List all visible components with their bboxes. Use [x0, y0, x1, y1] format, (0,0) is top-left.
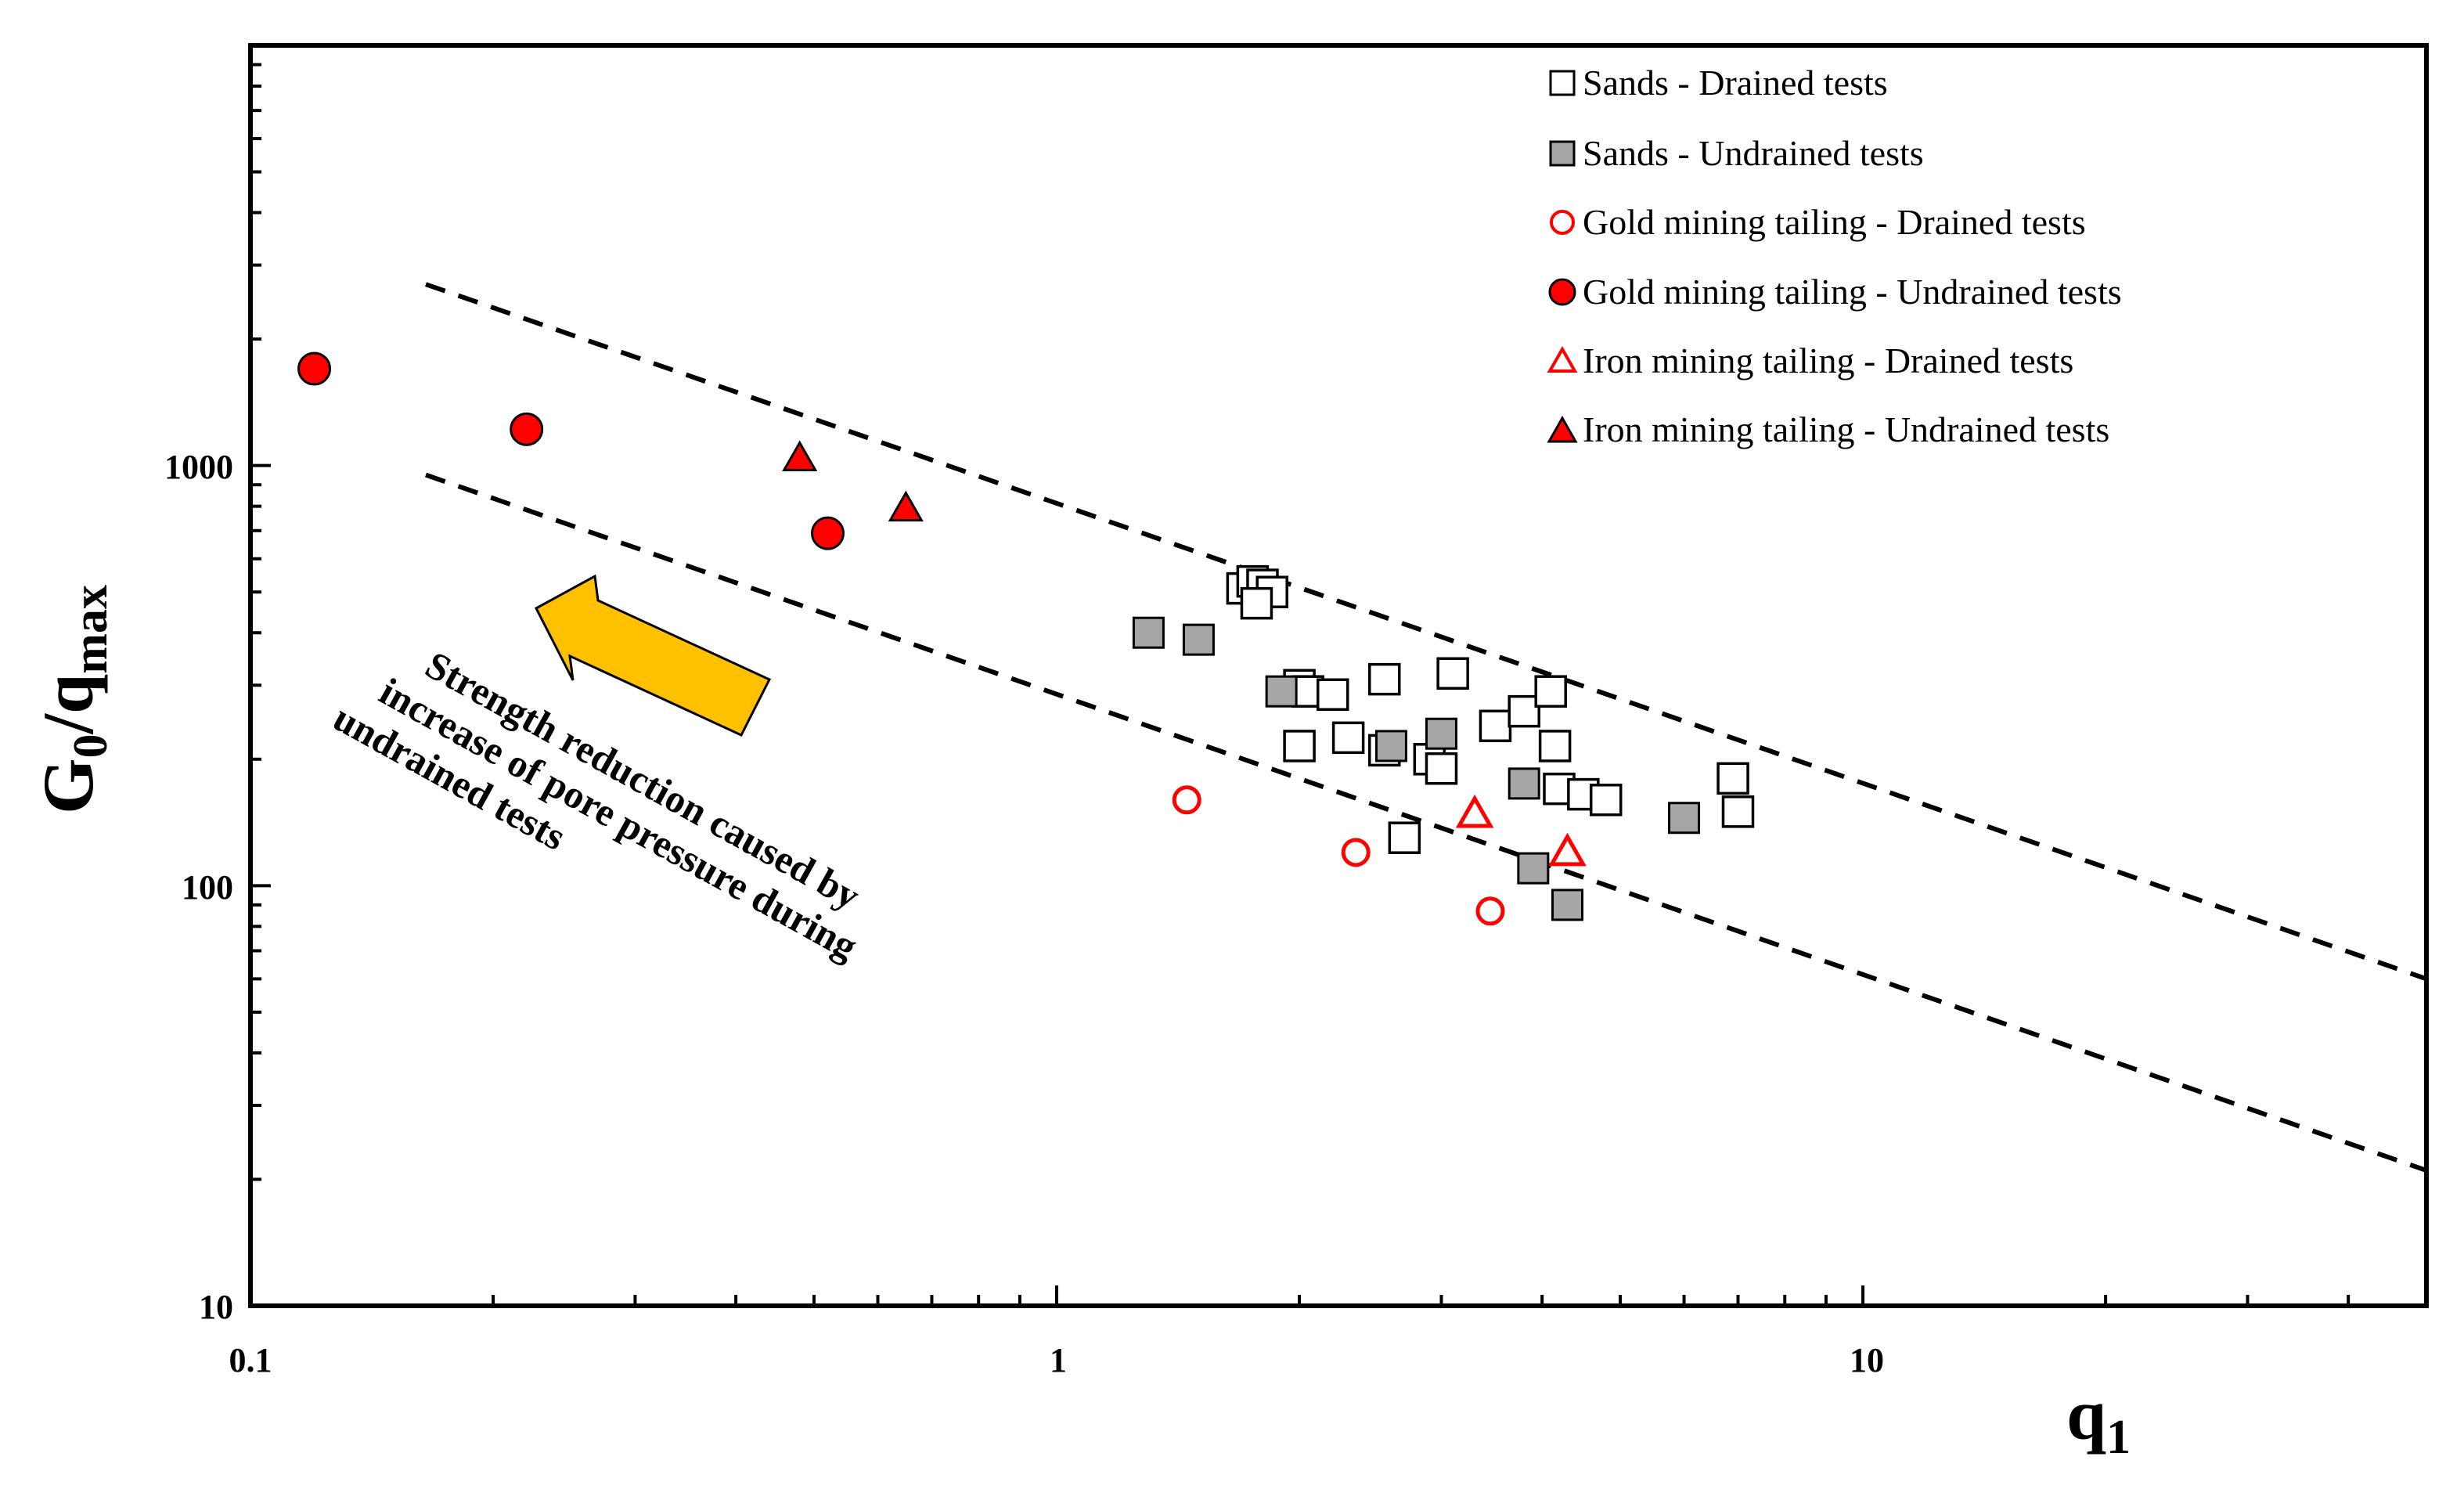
open-square-point: [1316, 678, 1349, 711]
open-square-point: [1240, 586, 1273, 620]
open-square-point: [1436, 657, 1469, 690]
open-circle-point: [1475, 896, 1505, 926]
filled-circle-marker-icon: [1548, 278, 1576, 306]
filled-square-point: [1265, 675, 1298, 708]
open-circle-point: [1341, 838, 1371, 867]
legend-item-gold-drained: Gold mining tailing - Drained tests: [1550, 202, 2086, 242]
legend-item-gold-undrained: Gold mining tailing - Undrained tests: [1548, 272, 2122, 312]
legend-label: Gold mining tailing - Undrained tests: [1583, 272, 2122, 312]
filled-square-point: [1182, 623, 1215, 656]
open-square-point: [1534, 675, 1567, 708]
filled-square-point: [1508, 767, 1540, 800]
filled-triangle-point: [888, 490, 924, 522]
filled-triangle-marker-icon: [1547, 415, 1578, 443]
open-square-point: [1721, 795, 1755, 828]
legend-item-iron-drained: Iron mining tailing - Drained tests: [1547, 341, 2073, 380]
upper-bound-dashed-line: [425, 282, 2427, 982]
legend: Sands - Drained tests Sands - Undrained …: [1547, 63, 2122, 449]
open-square-point: [1538, 730, 1572, 763]
legend-item-sands-drained: Sands - Drained tests: [1549, 63, 1888, 103]
open-square-point: [1508, 694, 1540, 728]
plot-area: [248, 43, 2429, 1308]
filled-square-point: [1132, 616, 1165, 649]
open-square-point: [1717, 762, 1749, 795]
open-square-point: [1331, 721, 1365, 755]
filled-square-point: [1668, 802, 1701, 835]
filled-square-marker-icon: [1549, 140, 1576, 167]
open-square-point: [1388, 821, 1421, 854]
y-tick-label: 100: [182, 868, 233, 907]
legend-label: Iron mining tailing - Undrained tests: [1583, 409, 2109, 449]
lower-bound-dashed-line: [425, 472, 2427, 1173]
open-square-point: [1368, 662, 1401, 696]
x-tick-label: 0.1: [229, 1341, 272, 1379]
open-square-point: [1283, 730, 1316, 763]
legend-label: Iron mining tailing - Drained tests: [1583, 341, 2073, 380]
open-square-marker-icon: [1549, 70, 1576, 96]
open-triangle-marker-icon: [1547, 345, 1578, 373]
open-square-point: [1479, 709, 1512, 743]
x-tick-label: 1: [1050, 1341, 1067, 1379]
legend-label: Sands - Drained tests: [1583, 63, 1888, 103]
legend-label: Gold mining tailing - Drained tests: [1583, 202, 2086, 242]
filled-circle-point: [297, 352, 332, 386]
legend-label: Sands - Undrained tests: [1583, 133, 1924, 173]
filled-triangle-point: [782, 440, 818, 472]
open-circle-point: [1172, 785, 1201, 815]
filled-square-point: [1517, 852, 1550, 885]
filled-square-point: [1551, 889, 1584, 921]
x-axis-title: q1: [2066, 1375, 2131, 1464]
open-triangle-point: [1455, 794, 1494, 828]
axis-ticks: [249, 63, 2428, 1307]
filled-square-point: [1425, 717, 1457, 750]
data-points: [297, 352, 1755, 926]
x-tick-label: 10: [1850, 1341, 1884, 1379]
y-axis-title: G0/qmax: [28, 585, 117, 814]
y-tick-label: 10: [199, 1288, 233, 1326]
filled-circle-point: [510, 412, 544, 446]
filled-circle-point: [810, 516, 845, 550]
open-circle-marker-icon: [1550, 210, 1575, 235]
open-square-point: [1589, 784, 1623, 817]
filled-square-point: [1374, 730, 1407, 763]
open-square-point: [1425, 752, 1458, 785]
legend-item-iron-undrained: Iron mining tailing - Undrained tests: [1547, 409, 2109, 449]
y-tick-label: 1000: [164, 448, 233, 486]
open-triangle-point: [1548, 832, 1587, 867]
legend-item-sands-undrained: Sands - Undrained tests: [1549, 133, 1924, 173]
strength-reduction-arrow: [535, 574, 772, 737]
